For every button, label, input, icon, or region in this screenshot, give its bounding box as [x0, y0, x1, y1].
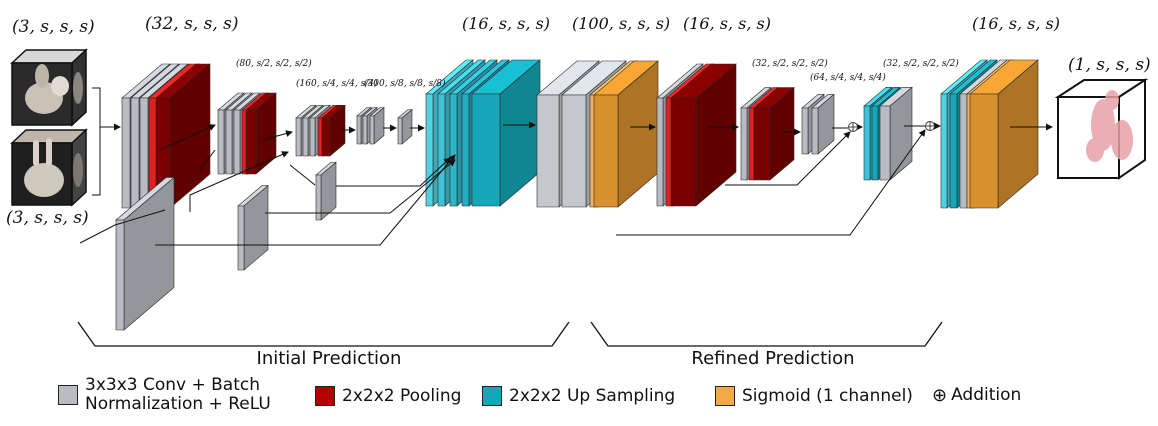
legend-up-label: 2x2x2 Up Sampling: [509, 385, 676, 406]
connection-lines: [79, 87, 1053, 246]
link-b: [289, 164, 316, 186]
dim-refine-up1: (32, s/2, s/2, s/2): [883, 58, 959, 69]
legend-pool-swatch: [315, 386, 335, 406]
dim-up-initial: (16, s, s, s): [462, 14, 550, 33]
skip-down-1: [189, 151, 289, 212]
initial-prediction-label: Initial Prediction: [257, 348, 402, 369]
legend-sigmoid: Sigmoid (1 channel): [715, 386, 913, 406]
dim-refine-in: (100, s, s, s): [572, 14, 670, 33]
pool-block-3: [321, 104, 346, 157]
legend-addition: ⊕ Addition: [932, 385, 1021, 406]
up-block-1e: [471, 59, 541, 207]
input-bracket: [92, 87, 101, 196]
initial-prediction-brace: [77, 321, 570, 347]
dim-conv1: (32, s, s, s): [145, 14, 239, 34]
dim-refine-conv: (16, s, s, s): [683, 14, 771, 33]
conv-block-side-3: [315, 161, 337, 221]
refine-pool-2: [753, 86, 795, 181]
legend-conv-label: 3x3x3 Conv + Batch Normalization + ReLU: [85, 375, 271, 414]
dim-input-bottom: (3, s, s, s): [6, 208, 89, 228]
refine-skip-1: [725, 131, 851, 186]
dim-pool3: (300, s/8, s/8, s/8): [364, 78, 446, 89]
legend-sigmoid-label: Sigmoid (1 channel): [742, 385, 913, 406]
legend-addition-label: Addition: [951, 385, 1022, 405]
dim-refine-pool2: (64, s/4, s/4, s/4): [810, 72, 886, 83]
refined-prediction-brace: [590, 321, 943, 347]
dim-input-top: (3, s, s, s): [12, 17, 95, 37]
addition-node-2: [925, 121, 935, 131]
conv-block-side-2: [237, 184, 269, 271]
dim-output: (1, s, s, s): [1068, 55, 1151, 75]
conv-block-4d: [397, 108, 413, 145]
skip-side-1: [79, 209, 166, 244]
skip-long-1: [155, 154, 456, 246]
skip-mid-1: [265, 159, 456, 214]
dim-refine-pool1: (32, s/2, s/2, s/2): [752, 58, 828, 69]
legend-pool-label: 2x2x2 Pooling: [342, 385, 462, 406]
conv1-to-block2: [159, 124, 216, 151]
refine-pool-1: [670, 63, 737, 207]
link-a: [199, 149, 216, 171]
dim-pool1: (80, s/2, s/2, s/2): [236, 58, 312, 69]
addition-icon: ⊕: [932, 385, 948, 406]
refine-conv-4b: [811, 93, 835, 155]
legend-conv: 3x3x3 Conv + Batch Normalization + ReLU: [58, 376, 290, 414]
legend-conv-swatch: [58, 385, 78, 405]
legend-sigmoid-swatch: [715, 386, 735, 406]
refine-skip-long: [616, 129, 926, 236]
refined-prediction-label: Refined Prediction: [691, 348, 854, 369]
sigmoid-block-2: [969, 59, 1039, 209]
input-cube-bottom: [10, 128, 88, 207]
output-cube: [1054, 78, 1149, 180]
block2-to-block3: [261, 130, 293, 141]
refine-up-1c: [879, 86, 913, 181]
legend: 3x3x3 Conv + Batch Normalization + ReLU …: [58, 376, 1058, 420]
addition-node-1: [848, 122, 858, 132]
dim-pool2: (160, s/4, s/4, s/4): [296, 78, 378, 89]
pool-block-2: [245, 92, 277, 175]
legend-up-swatch: [482, 386, 502, 406]
conv-block-4c: [369, 106, 385, 145]
dim-refine-out: (16, s, s, s): [972, 14, 1060, 33]
legend-pool: 2x2x2 Pooling: [315, 386, 461, 406]
input-cube-top: [10, 48, 88, 127]
sigmoid-block-1: [593, 60, 659, 208]
legend-up: 2x2x2 Up Sampling: [482, 386, 675, 406]
conv-block-side-1: [115, 176, 175, 331]
skip-mid-2: [336, 157, 451, 187]
layer-blocks: [115, 59, 1039, 331]
